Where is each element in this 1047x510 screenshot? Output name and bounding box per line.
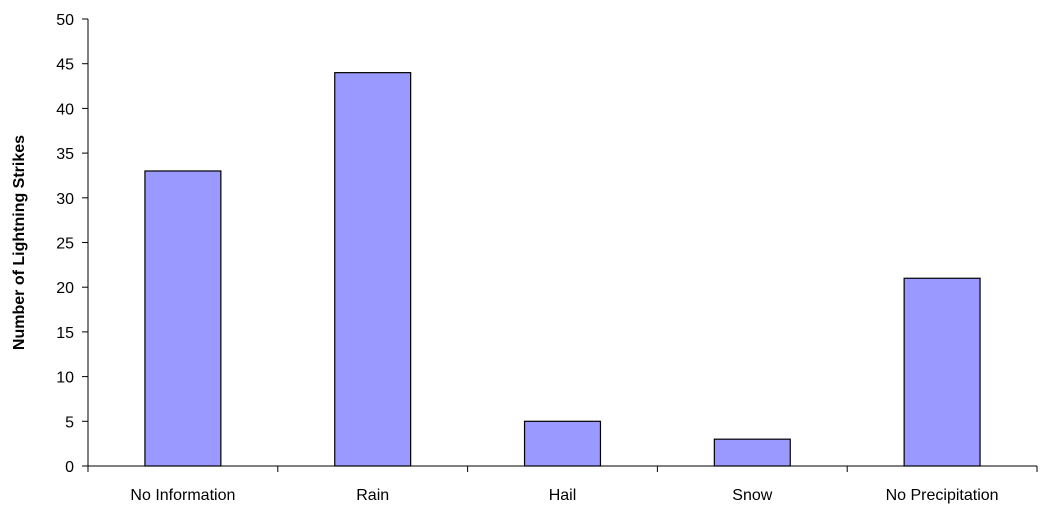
bars-group [144,72,981,467]
x-category-label: No Information [130,487,235,504]
y-tick-label: 50 [56,12,74,29]
bar-hail [523,420,602,467]
y-tick-label: 0 [65,459,74,476]
x-category-label: Snow [732,487,772,504]
y-tick-label: 15 [56,325,74,342]
y-tick-label: 30 [56,191,74,208]
y-tick-label: 20 [56,280,74,297]
bar-no-precipitation [903,277,981,467]
y-tick-label: 45 [56,57,74,74]
y-tick-label: 40 [56,101,74,118]
y-tick-label: 10 [56,370,74,387]
y-tick-label: 35 [56,146,74,163]
x-axis-ticks: No Information Rain Hail Snow No Precipitati… [87,466,1038,504]
bar-rain [334,72,412,467]
x-category-label: Rain [356,487,389,504]
bar-snow [713,438,791,467]
x-category-label: Hail [549,487,577,504]
bar-no-information [144,170,222,467]
y-tick-label: 25 [56,236,74,253]
y-axis-ticks: 0 5 10 15 20 25 30 35 40 45 50 [56,12,88,476]
y-tick-label: 5 [65,414,74,431]
y-axis-title: Number of Lightning Strikes [11,135,28,350]
x-category-label: No Precipitation [886,487,999,504]
